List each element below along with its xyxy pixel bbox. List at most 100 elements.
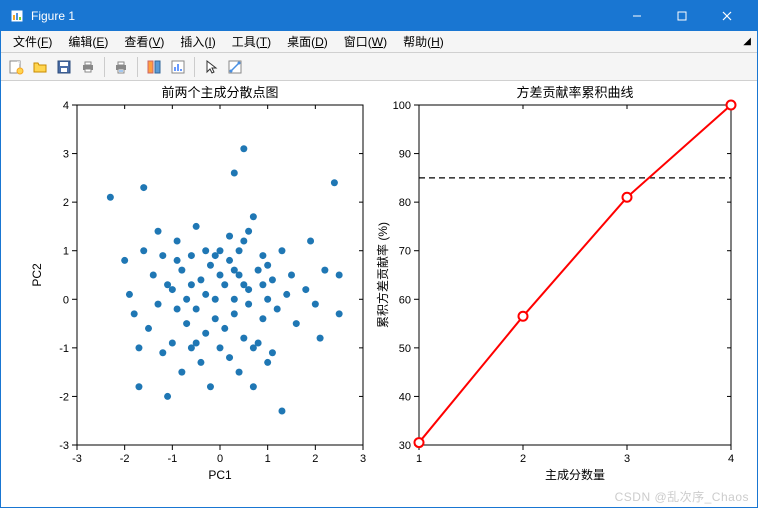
scatter-point [321, 267, 328, 274]
scatter-point [269, 349, 276, 356]
new-figure-icon[interactable] [5, 56, 27, 78]
xtick-label: -2 [120, 453, 130, 465]
scatter-point [207, 262, 214, 269]
ytick-label: 30 [399, 440, 411, 452]
scatter-point [140, 184, 147, 191]
menu-t[interactable]: 工具(T) [224, 31, 279, 52]
scatter-point [174, 238, 181, 245]
scatter-point [155, 301, 162, 308]
colorbar-icon[interactable] [167, 56, 189, 78]
scatter-point [240, 335, 247, 342]
menu-e[interactable]: 编辑(E) [60, 31, 116, 52]
scatter-point [183, 296, 190, 303]
scatter-point [188, 252, 195, 259]
save-icon[interactable] [53, 56, 75, 78]
curve-marker [623, 193, 632, 202]
plot-area: -3-2-10123-3-2-101234前两个主成分散点图PC1PC21234… [1, 81, 757, 507]
scatter-point [212, 296, 219, 303]
menu-overflow-icon[interactable]: ◢ [743, 36, 751, 47]
toolbar [1, 53, 757, 81]
scatter-point [336, 310, 343, 317]
scatter-point [240, 238, 247, 245]
toolbar-separator [137, 57, 138, 77]
scatter-point [155, 228, 162, 235]
scatter-point [140, 247, 147, 254]
scatter-point [245, 228, 252, 235]
scatter-point [264, 262, 271, 269]
xtick-label: 1 [265, 453, 271, 465]
print-icon[interactable] [77, 56, 99, 78]
ytick-label: -1 [59, 343, 69, 355]
scatter-point [317, 335, 324, 342]
ytick-label: 70 [399, 246, 411, 258]
scatter-title: 前两个主成分散点图 [161, 85, 278, 100]
menubar: 文件(F)编辑(E)查看(V)插入(I)工具(T)桌面(D)窗口(W)帮助(H)… [1, 31, 757, 53]
curve-ylabel: 累积方差贡献率 (%) [375, 222, 390, 328]
scatter-point [240, 281, 247, 288]
edit-plot-icon[interactable] [224, 56, 246, 78]
xtick-label: 4 [728, 453, 734, 465]
scatter-point [264, 359, 271, 366]
scatter-point [236, 369, 243, 376]
scatter-point [135, 344, 142, 351]
ytick-label: 50 [399, 343, 411, 355]
menu-f[interactable]: 文件(F) [5, 31, 60, 52]
scatter-point [145, 325, 152, 332]
menu-h[interactable]: 帮助(H) [395, 31, 452, 52]
maximize-button[interactable] [659, 1, 704, 31]
scatter-point [174, 306, 181, 313]
scatter-point [178, 267, 185, 274]
menu-v[interactable]: 查看(V) [116, 31, 172, 52]
scatter-point [178, 369, 185, 376]
scatter-point [107, 194, 114, 201]
scatter-point [217, 344, 224, 351]
scatter-point [164, 281, 171, 288]
xtick-label: -3 [72, 453, 82, 465]
ytick-label: 90 [399, 149, 411, 161]
ytick-label: 60 [399, 294, 411, 306]
scatter-point [336, 272, 343, 279]
copy-icon[interactable] [110, 56, 132, 78]
figure-window: Figure 1 文件(F)编辑(E)查看(V)插入(I)工具(T)桌面(D)窗… [0, 0, 758, 508]
window-title: Figure 1 [31, 9, 614, 23]
menu-d[interactable]: 桌面(D) [279, 31, 336, 52]
app-icon [9, 8, 25, 24]
data-tips-icon[interactable] [143, 56, 165, 78]
scatter-point [169, 340, 176, 347]
ytick-label: -3 [59, 440, 69, 452]
scatter-xlabel: PC1 [208, 468, 232, 482]
scatter-point [236, 247, 243, 254]
scatter-point [226, 257, 233, 264]
scatter-point [150, 272, 157, 279]
scatter-point [312, 301, 319, 308]
scatter-point [221, 325, 228, 332]
open-icon[interactable] [29, 56, 51, 78]
minimize-button[interactable] [614, 1, 659, 31]
scatter-point [302, 286, 309, 293]
scatter-point [164, 393, 171, 400]
xtick-label: -1 [167, 453, 177, 465]
menu-i[interactable]: 插入(I) [172, 31, 223, 52]
scatter-point [250, 213, 257, 220]
ytick-label: 100 [393, 100, 411, 112]
toolbar-separator [194, 57, 195, 77]
scatter-point [193, 340, 200, 347]
scatter-point [131, 310, 138, 317]
scatter-point [269, 276, 276, 283]
close-button[interactable] [704, 1, 749, 31]
scatter-point [255, 340, 262, 347]
pointer-icon[interactable] [200, 56, 222, 78]
scatter-point [255, 267, 262, 274]
xtick-label: 2 [312, 453, 318, 465]
scatter-point [259, 315, 266, 322]
curve-marker [415, 438, 424, 447]
titlebar: Figure 1 [1, 1, 757, 31]
scatter-point [202, 291, 209, 298]
xtick-label: 3 [624, 453, 630, 465]
scatter-point [193, 306, 200, 313]
ytick-label: 2 [63, 197, 69, 209]
scatter-point [331, 179, 338, 186]
scatter-ylabel: PC2 [30, 263, 44, 287]
menu-w[interactable]: 窗口(W) [336, 31, 395, 52]
curve-marker [727, 101, 736, 110]
